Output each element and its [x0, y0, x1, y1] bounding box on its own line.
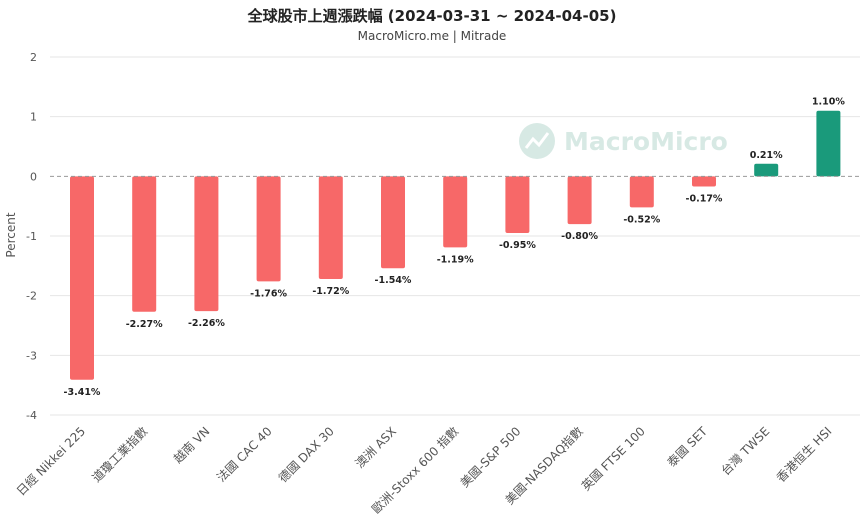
y-tick-label: 0	[30, 170, 37, 183]
bar[interactable]	[754, 163, 779, 177]
y-tick-labels: 2 1 0 -1 -2 -3 -4	[26, 51, 37, 422]
y-tick-label: 1	[30, 111, 37, 124]
bar[interactable]	[629, 176, 654, 208]
data-label: -3.41%	[64, 387, 101, 398]
bar[interactable]	[194, 176, 219, 312]
data-label: -0.52%	[623, 214, 660, 225]
bar[interactable]	[816, 110, 841, 177]
bar[interactable]	[132, 176, 157, 312]
bar[interactable]	[443, 176, 468, 248]
x-tick-label: 美國-S&P 500	[458, 424, 524, 490]
data-label: -0.80%	[561, 231, 598, 242]
x-tick-labels: 日經 Nikkei 225 道瓊工業指數 越南 VN 法國 CAC 40 德國 DAX …	[14, 424, 835, 517]
bar[interactable]	[318, 176, 343, 279]
bar[interactable]	[692, 176, 716, 187]
data-label: 1.10%	[812, 97, 845, 108]
x-tick-label: 泰國 SET	[665, 424, 711, 470]
data-label: -1.76%	[250, 288, 287, 299]
x-tick-label: 道瓊工業指數	[89, 424, 151, 486]
bar[interactable]	[381, 176, 405, 269]
data-label: 0.21%	[750, 150, 783, 161]
bar[interactable]	[256, 176, 281, 282]
x-tick-label: 澳洲 ASX	[353, 424, 400, 471]
data-label: -1.72%	[312, 286, 349, 297]
data-label: -1.19%	[437, 254, 474, 265]
bar[interactable]	[567, 176, 592, 225]
y-tick-label: -4	[26, 409, 37, 422]
watermark: MacroMicro	[519, 123, 728, 159]
y-axis-label: Percent	[4, 212, 18, 257]
data-label: -2.26%	[188, 318, 225, 329]
x-tick-label: 台灣 TWSE	[718, 424, 773, 479]
chart-title: 全球股市上週漲跌幅 (2024-03-31 ~ 2024-04-05)	[247, 7, 617, 25]
data-label: -0.17%	[686, 193, 723, 204]
data-label: -0.95%	[499, 240, 536, 251]
chart-subtitle: MacroMicro.me | Mitrade	[357, 29, 507, 43]
y-tick-label: -2	[26, 290, 37, 303]
bar[interactable]	[505, 176, 530, 234]
x-tick-label: 德國 DAX 30	[275, 424, 337, 486]
x-tick-label: 英國 FTSE 100	[579, 424, 648, 493]
bars	[70, 110, 841, 380]
data-labels: -3.41% -2.27% -2.26% -1.76% -1.72% -1.54% -1.1…	[64, 97, 846, 398]
x-tick-label: 香港恒生 HSI	[774, 424, 835, 485]
x-tick-label: 法國 CAC 40	[214, 424, 275, 485]
data-label: -1.54%	[375, 275, 412, 286]
x-tick-label: 日經 Nikkei 225	[14, 424, 88, 498]
bar[interactable]	[70, 176, 94, 380]
watermark-logo-line	[524, 132, 550, 149]
x-tick-label: 越南 VN	[170, 424, 212, 466]
watermark-text: MacroMicro	[564, 127, 728, 156]
y-tick-label: -3	[26, 349, 37, 362]
y-tick-label: 2	[30, 51, 37, 64]
y-tick-label: -1	[26, 230, 37, 243]
data-label: -2.27%	[126, 319, 163, 330]
